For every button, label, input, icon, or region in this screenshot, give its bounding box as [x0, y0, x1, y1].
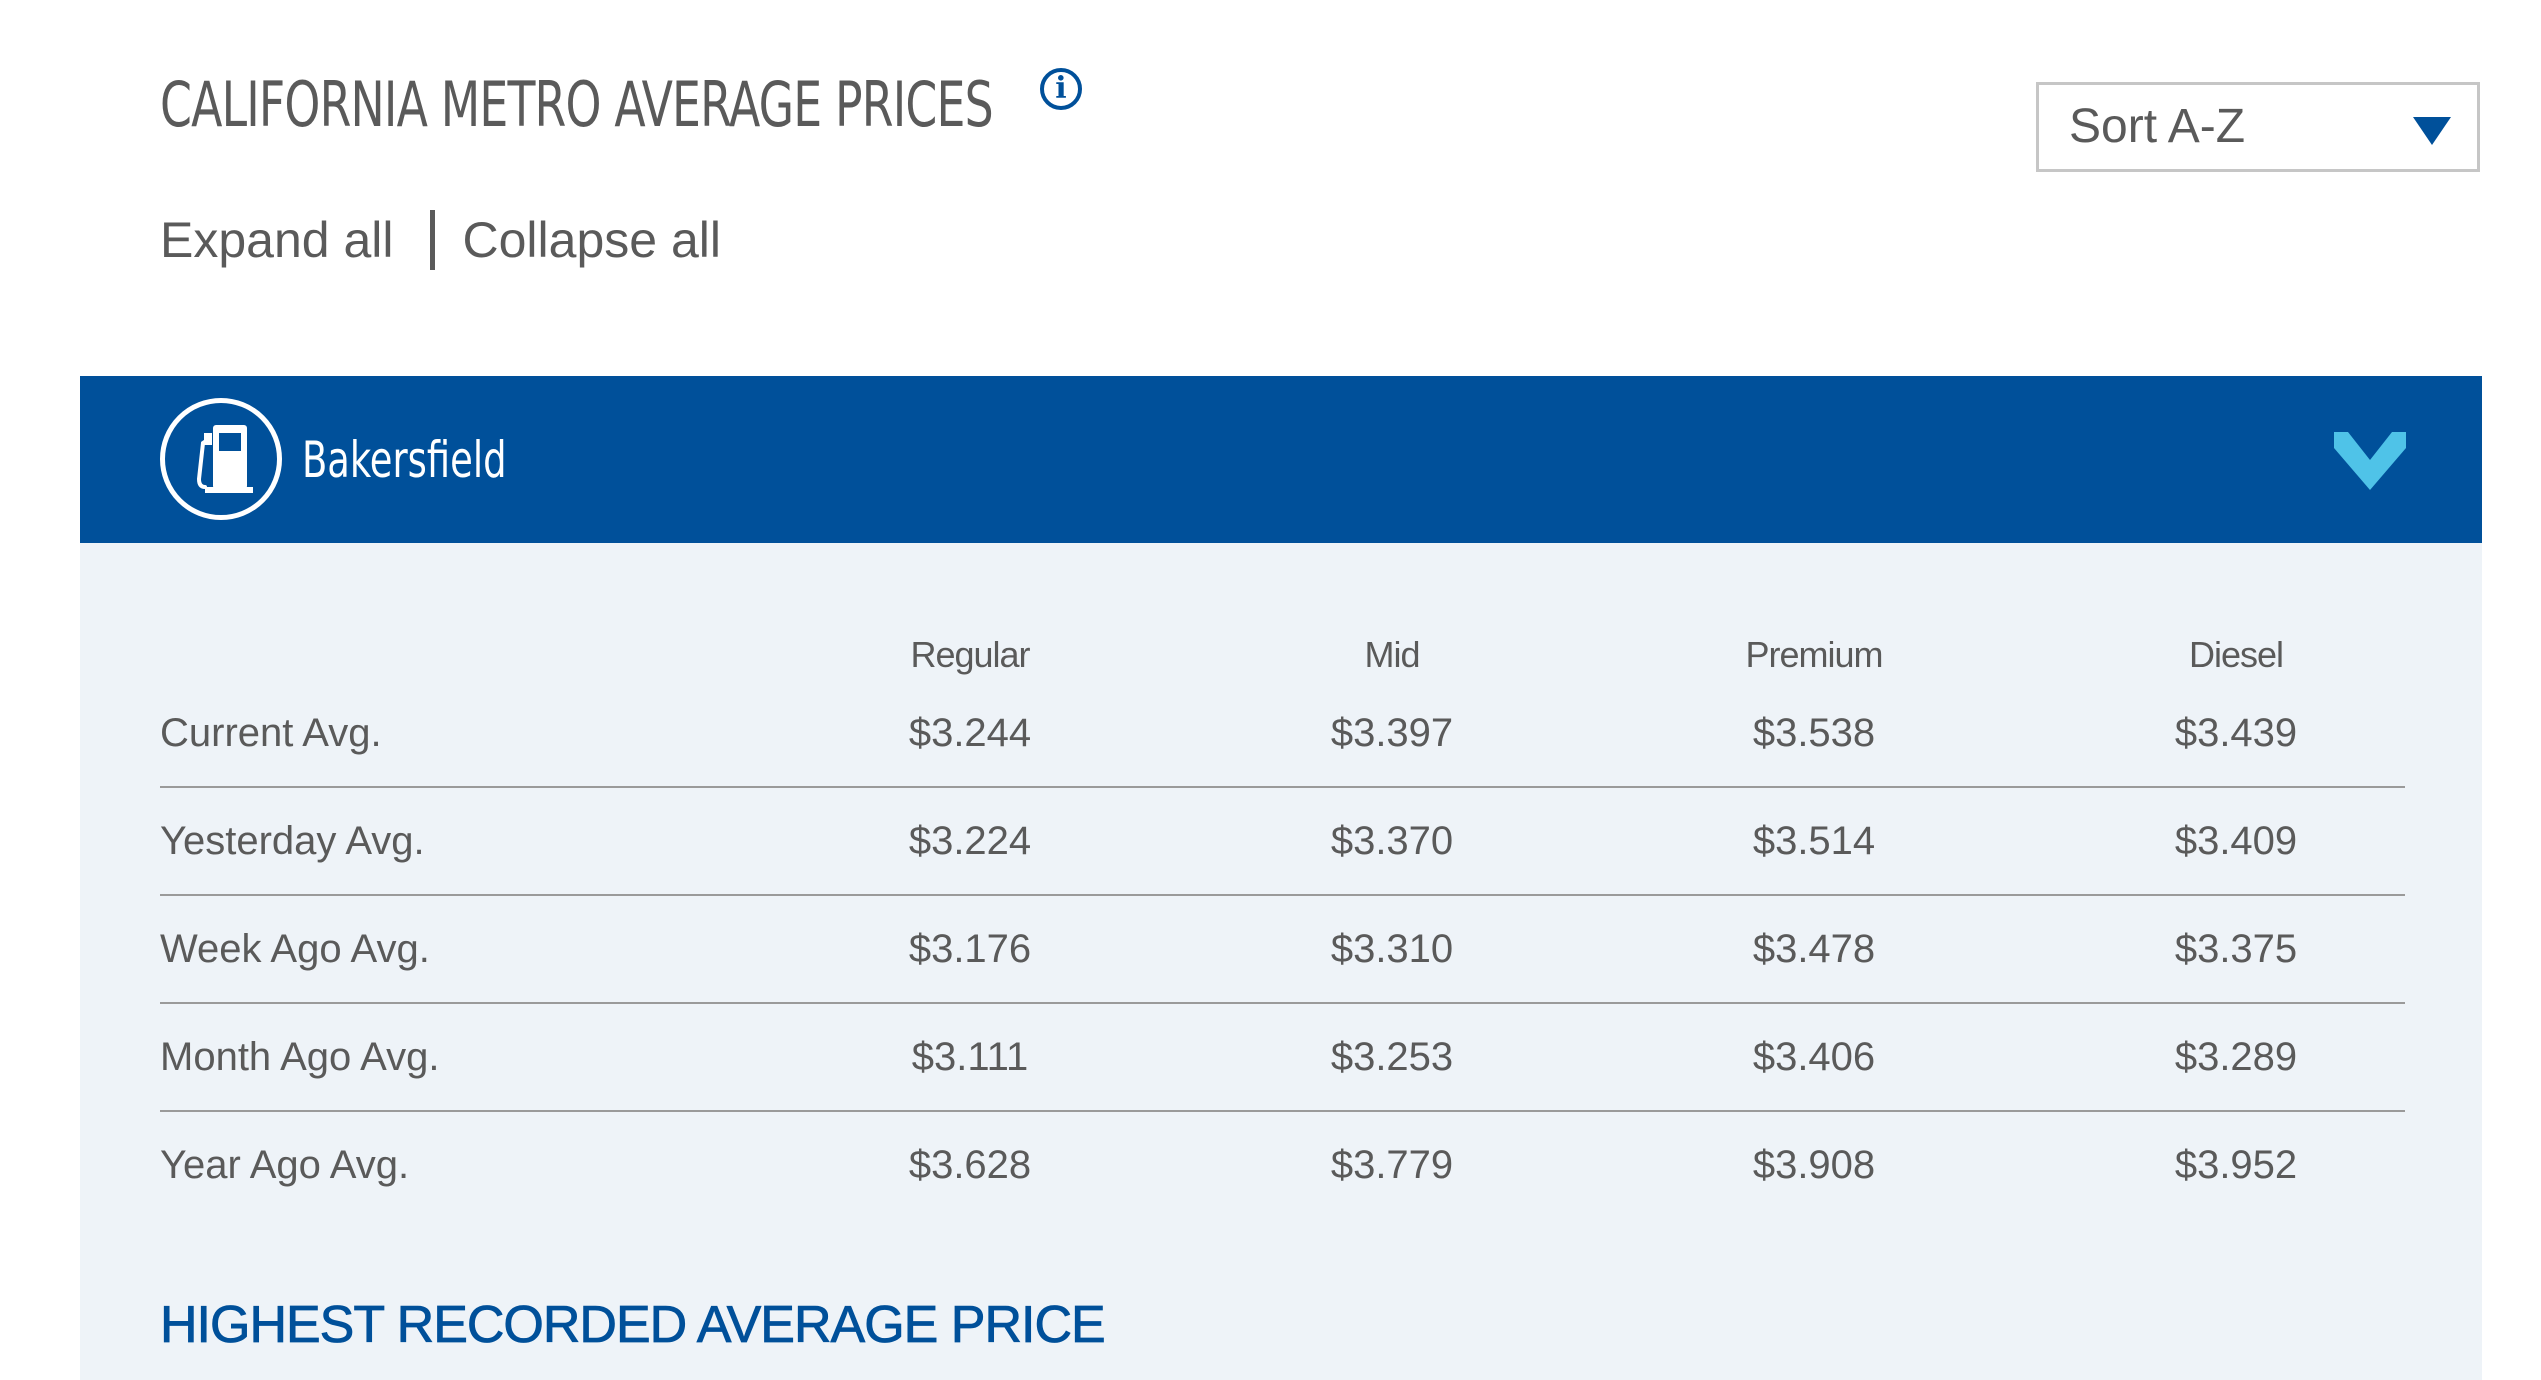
table-row: Week Ago Avg. $3.176 $3.310 $3.478 $3.37… [160, 896, 2405, 1004]
sort-selected-value: Sort A-Z [2069, 100, 2246, 153]
chevron-down-icon[interactable] [2334, 428, 2406, 492]
column-header-diesel: Diesel [2188, 634, 2284, 675]
premium-price: $3.406 [1752, 1035, 1876, 1079]
row-label: Current Avg. [160, 711, 382, 755]
column-header-regular: Regular [910, 634, 1030, 675]
column-header-mid: Mid [1364, 634, 1420, 675]
mid-price: $3.253 [1330, 1035, 1454, 1079]
row-label: Yesterday Avg. [160, 819, 425, 863]
mid-price: $3.397 [1330, 711, 1454, 755]
gas-pump-icon [160, 398, 282, 520]
expand-collapse-controls: Expand all Collapse all [160, 200, 721, 280]
diesel-price: $3.375 [2174, 927, 2298, 971]
page-title: CALIFORNIA METRO AVERAGE PRICES [160, 68, 994, 141]
premium-price: $3.478 [1752, 927, 1876, 971]
diesel-price: $3.289 [2174, 1035, 2298, 1079]
highest-recorded-heading: HIGHEST RECORDED AVERAGE PRICE [160, 1296, 1107, 1355]
row-label: Year Ago Avg. [160, 1143, 410, 1187]
regular-price: $3.244 [908, 711, 1032, 755]
diesel-price: $3.952 [2174, 1143, 2298, 1187]
toggle-divider [429, 210, 435, 270]
mid-price: $3.370 [1330, 819, 1454, 863]
diesel-price: $3.409 [2174, 819, 2298, 863]
collapse-all-link[interactable]: Collapse all [462, 212, 721, 268]
regular-price: $3.224 [908, 819, 1032, 863]
table-row: Yesterday Avg. $3.224 $3.370 $3.514 $3.4… [160, 788, 2405, 896]
metro-name: Bakersfield [302, 431, 507, 489]
mid-price: $3.779 [1330, 1143, 1454, 1187]
column-header-premium: Premium [1745, 634, 1883, 675]
sort-dropdown[interactable]: Sort A-Z [2036, 82, 2480, 172]
triangle-down-icon [2413, 117, 2451, 145]
regular-price: $3.176 [908, 927, 1032, 971]
premium-price: $3.514 [1752, 819, 1876, 863]
premium-price: $3.908 [1752, 1143, 1876, 1187]
metro-accordion-header[interactable]: Bakersfield [80, 376, 2482, 543]
table-row: Year Ago Avg. $3.628 $3.779 $3.908 $3.95… [160, 1112, 2405, 1218]
table-row: Current Avg. $3.244 $3.397 $3.538 $3.439 [160, 680, 2405, 788]
diesel-price: $3.439 [2174, 711, 2298, 755]
regular-price: $3.111 [911, 1035, 1029, 1079]
expand-all-link[interactable]: Expand all [160, 212, 394, 268]
metro-price-panel: Regular Mid Premium Diesel Current Avg. … [80, 543, 2482, 1380]
row-label: Month Ago Avg. [160, 1035, 440, 1079]
info-icon[interactable]: i [1040, 68, 1082, 110]
mid-price: $3.310 [1330, 927, 1454, 971]
premium-price: $3.538 [1752, 711, 1876, 755]
regular-price: $3.628 [908, 1143, 1032, 1187]
table-row: Month Ago Avg. $3.111 $3.253 $3.406 $3.2… [160, 1004, 2405, 1112]
row-label: Week Ago Avg. [160, 927, 430, 971]
